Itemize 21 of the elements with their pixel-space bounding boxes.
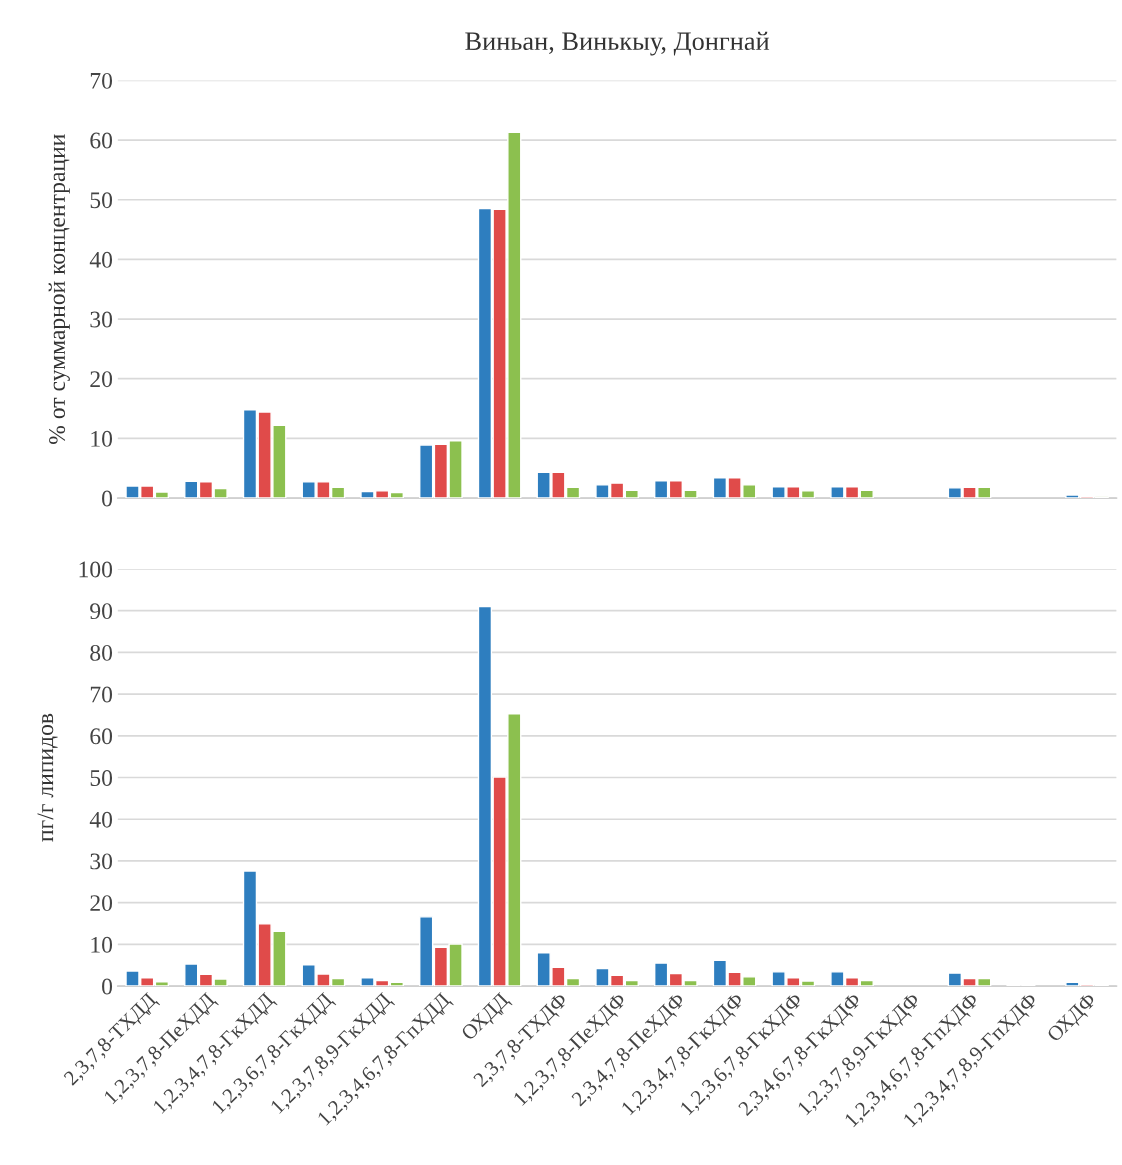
y-tick-label: 70 <box>90 72 113 89</box>
y-tick-label: 70 <box>90 686 113 703</box>
y-tick-label: 20 <box>90 895 113 912</box>
y-tick-label: 100 <box>79 561 113 578</box>
y-tick-label: 60 <box>90 132 113 149</box>
y-tick-label: 80 <box>90 644 113 661</box>
y-tick-label: 10 <box>91 936 113 953</box>
y-axis-title: % от суммарной концентрации <box>48 134 70 444</box>
y-tick-label: 50 <box>90 770 113 786</box>
y-tick-label: 40 <box>89 811 113 828</box>
y-tick-label: 50 <box>90 192 113 209</box>
y-axis-title: пг/г липидов <box>37 713 58 842</box>
y-tick-label: 20 <box>90 371 113 388</box>
y-tick-label: 40 <box>89 251 113 268</box>
y-tick-label: 90 <box>90 603 113 620</box>
y-tick-label: 30 <box>90 311 113 328</box>
y-tick-label: 0 <box>102 490 113 507</box>
chart-title: Виньан, Винькыу, Донгнай <box>465 31 770 56</box>
y-tick-label: 30 <box>90 853 113 870</box>
y-tick-label: 10 <box>91 430 113 447</box>
y-tick-label: 60 <box>90 728 113 745</box>
